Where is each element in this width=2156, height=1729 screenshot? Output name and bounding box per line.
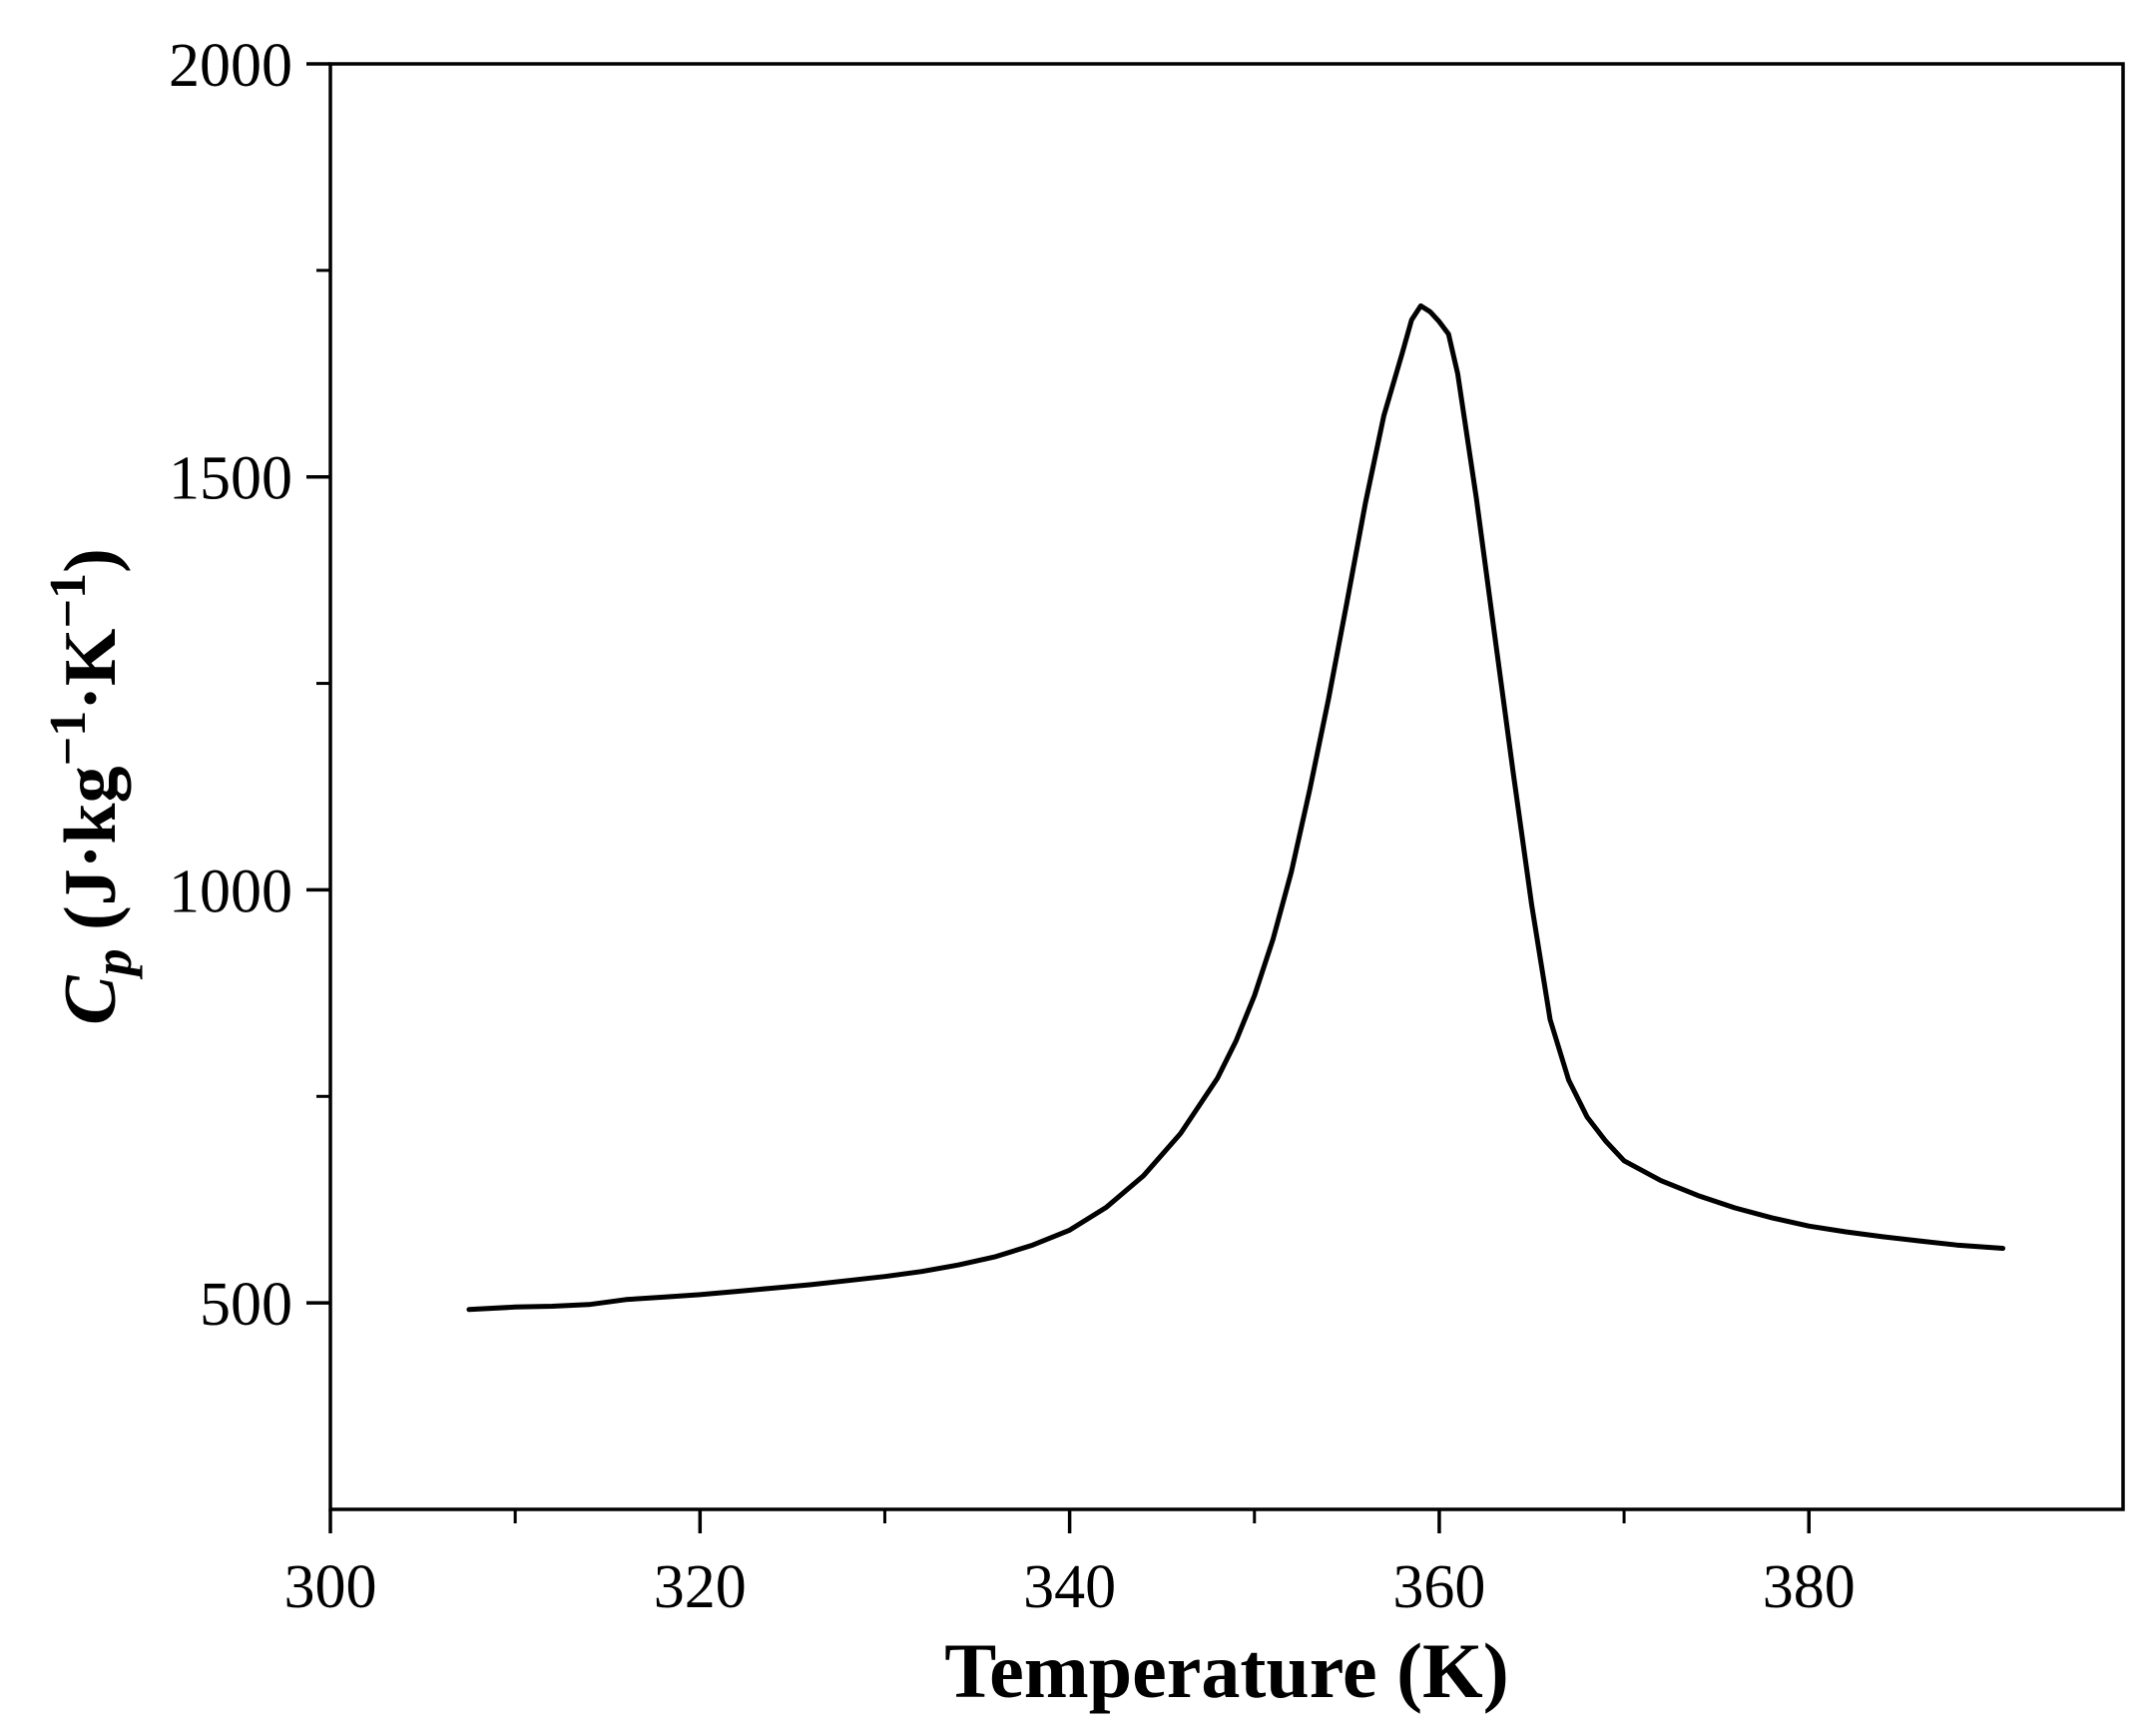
major-ticks (306, 62, 1811, 1533)
y-tick-label: 2000 (169, 32, 292, 100)
y-axis-unit-prefix: (J·kg (50, 766, 132, 948)
y-axis-exponent-2: −1 (40, 573, 97, 629)
x-tick-label: 380 (1763, 1553, 1856, 1621)
y-axis-symbol: C (50, 974, 132, 1025)
x-tick-label: 340 (1023, 1553, 1116, 1621)
tick-labels: 300 320 340 360 380 500 1000 1500 2000 (169, 32, 1856, 1621)
x-tick-label: 360 (1392, 1553, 1485, 1621)
x-tick-label: 320 (654, 1553, 747, 1621)
y-tick-label: 1000 (169, 858, 292, 925)
y-tick-label: 500 (200, 1271, 292, 1339)
y-axis-subscript: p (83, 948, 143, 979)
y-axis-title: Cp (J·kg−1·K−1) (40, 548, 143, 1025)
minor-ticks (316, 269, 1626, 1523)
y-tick-label: 1500 (169, 445, 292, 513)
plot-frame (328, 62, 2125, 1511)
y-axis-exponent-1: −1 (40, 711, 97, 767)
y-axis-unit-suffix: ) (50, 548, 132, 573)
x-axis-title: Temperature (K) (944, 1627, 1508, 1714)
cp-curve-line (466, 302, 2006, 1313)
x-tick-label: 300 (284, 1553, 377, 1621)
y-axis-unit-mid: ·K (50, 629, 132, 711)
